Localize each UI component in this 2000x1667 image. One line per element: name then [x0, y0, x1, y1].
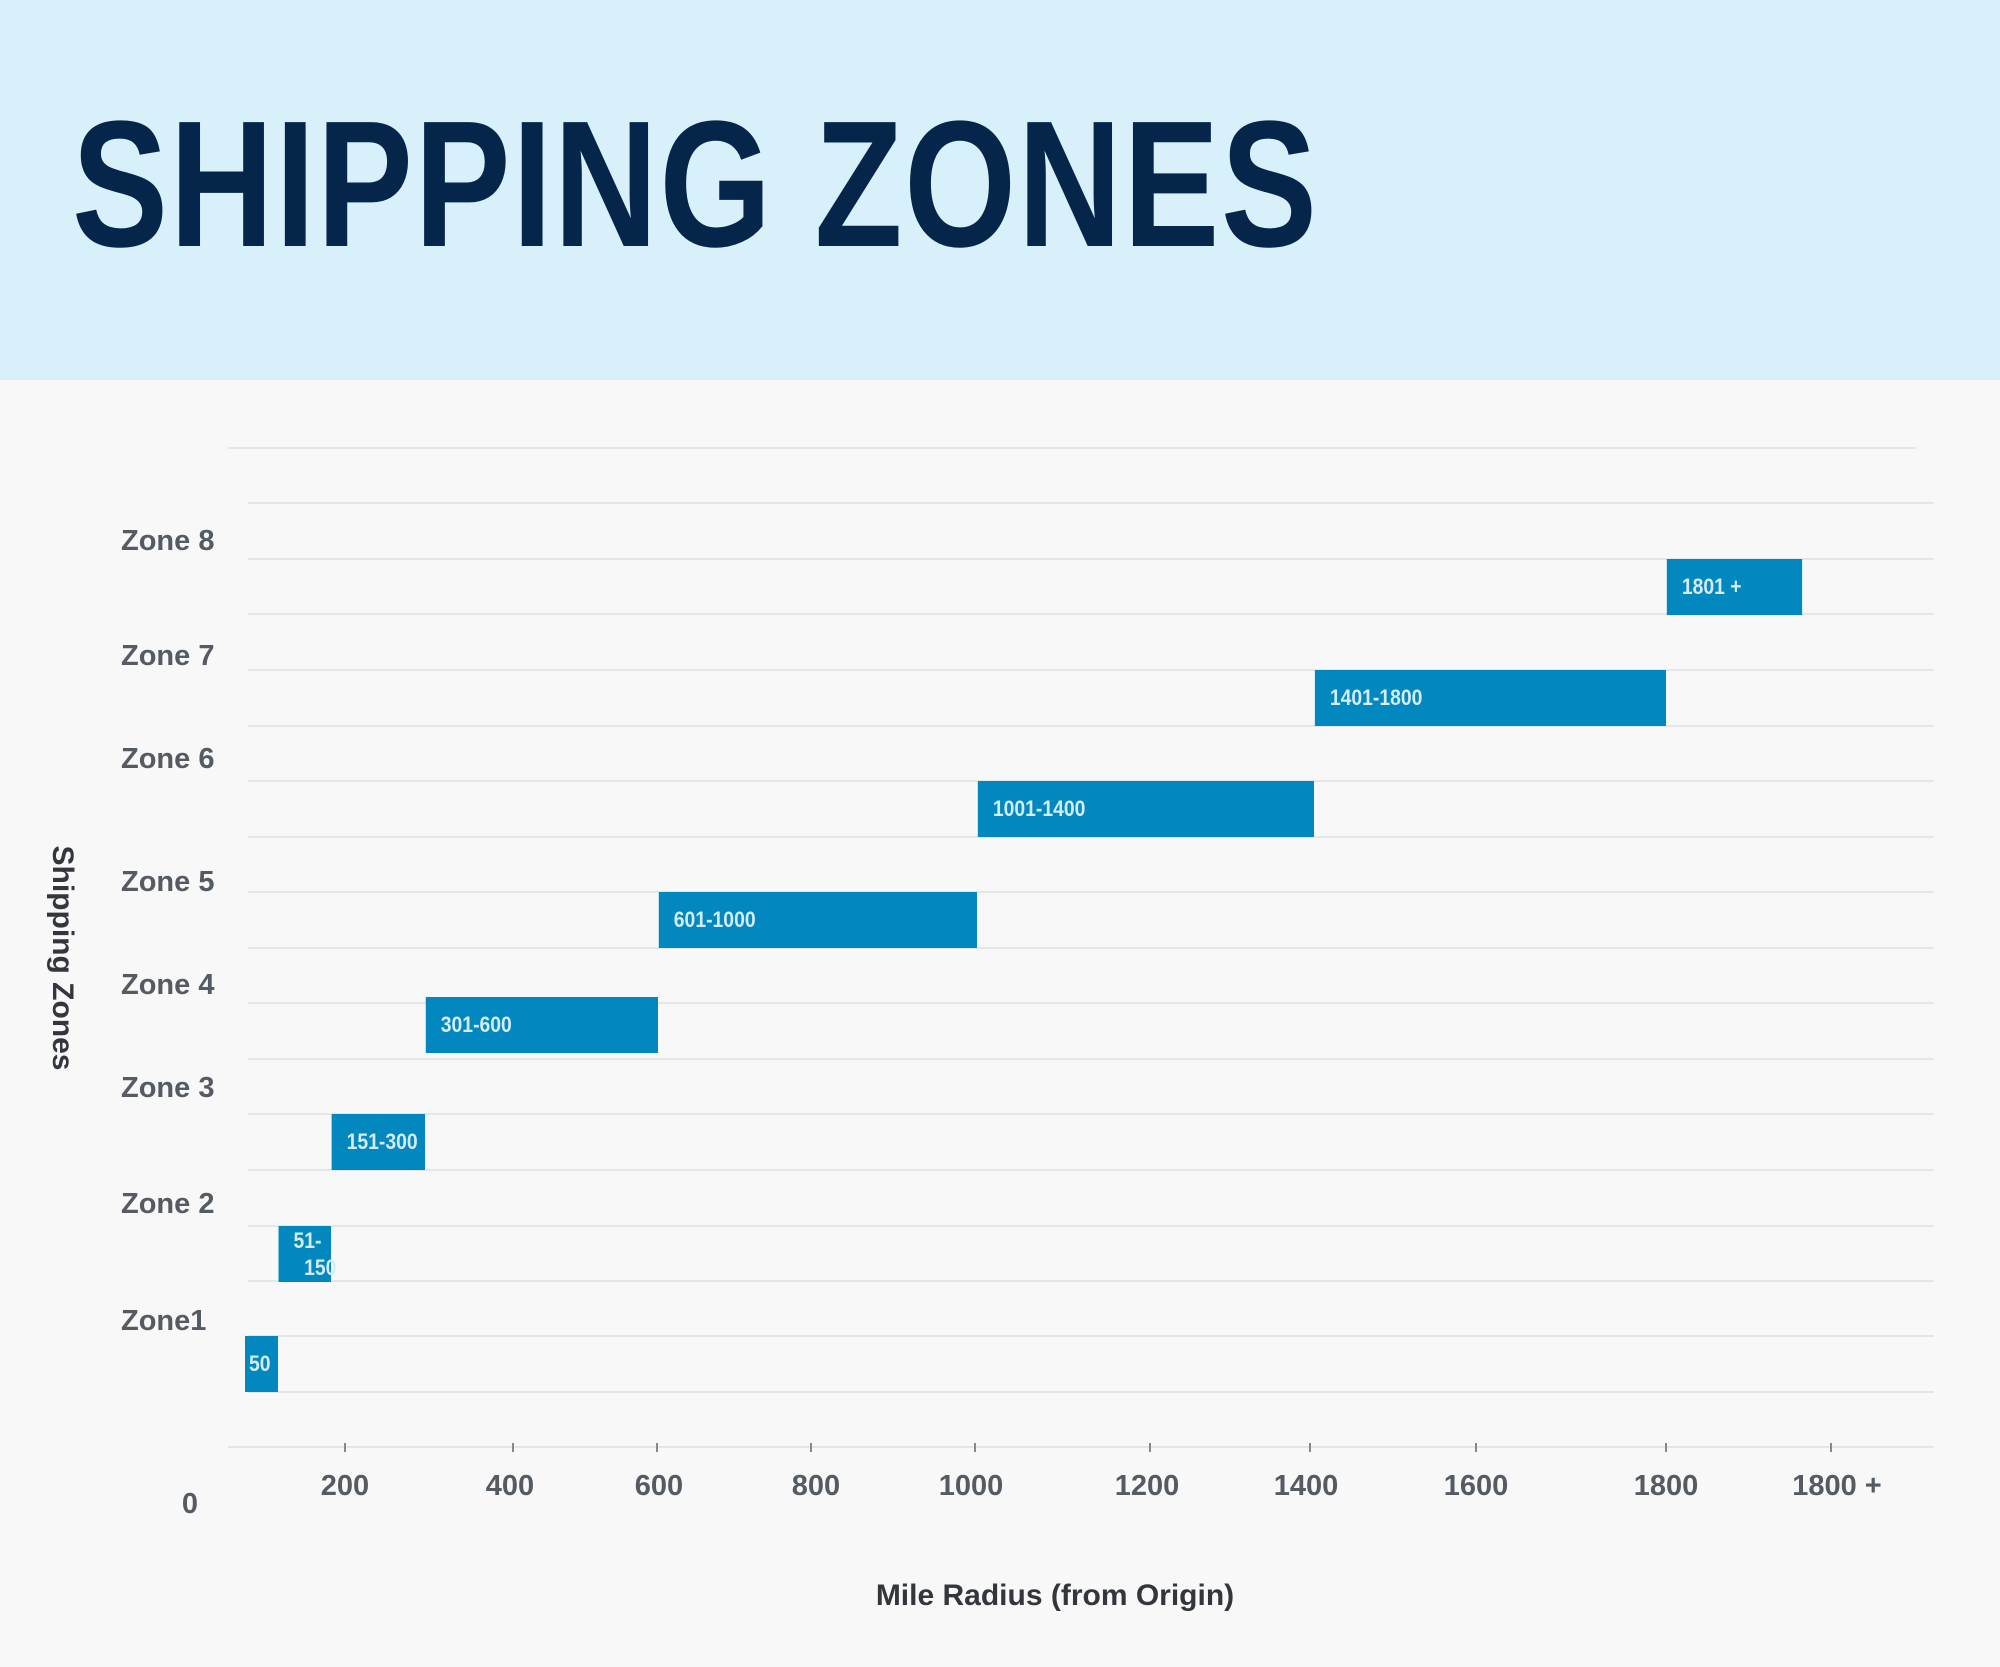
bar-data-label: 50 — [249, 1352, 271, 1376]
y-tick-label: Zone 3 — [121, 1072, 214, 1104]
zone-bars: 50 51-150 151-300 301-600 601-1000 1001-1400 1… — [245, 559, 1803, 1392]
x-axis-ticks: 200 400 600 800 1000 1200 1400 1600 1800 1800 + — [321, 1443, 1882, 1502]
x-tick-label: 1800 + — [1792, 1470, 1882, 1502]
x-tick-label: 800 — [792, 1470, 840, 1502]
page-title: SHIPPING ZONES — [72, 84, 1319, 285]
x-tick-label: 1000 — [939, 1470, 1004, 1502]
y-axis-labels: Zone1 Zone 2 Zone 3 Zone 4 Zone 5 Zone 6 Zone … — [121, 525, 214, 1337]
bar-data-label: 1401-1800 — [1330, 686, 1423, 710]
zone-bar — [425, 997, 658, 1053]
y-tick-label: Zone 6 — [121, 743, 214, 775]
bar-data-label: 151-300 — [347, 1130, 418, 1154]
zone-bar — [1314, 670, 1666, 726]
bar-data-label: 51-150 — [294, 1229, 337, 1280]
y-tick-label: Zone 5 — [121, 866, 214, 898]
bar-data-label: 301-600 — [441, 1013, 512, 1037]
x-tick-label: 1400 — [1274, 1470, 1339, 1502]
zone-bar — [278, 1226, 331, 1282]
x-origin-label: 0 — [182, 1488, 198, 1520]
zone-bar — [331, 1114, 425, 1170]
zone-bar — [245, 1336, 278, 1392]
x-tick-label: 1800 — [1634, 1470, 1699, 1502]
x-tick-label: 1600 — [1444, 1470, 1509, 1502]
y-axis-title: Shipping Zones — [46, 846, 79, 1071]
zone-bar — [1666, 559, 1803, 615]
x-tick-label: 400 — [486, 1470, 534, 1502]
zone-bar — [977, 781, 1314, 837]
bar-data-label: 1801 + — [1682, 575, 1742, 599]
x-tick-label: 600 — [635, 1470, 683, 1502]
zone-bar — [658, 892, 977, 948]
y-tick-label: Zone 2 — [121, 1188, 214, 1220]
bar-data-label: 1001-1400 — [993, 797, 1086, 821]
bar-data-label: 601-1000 — [674, 908, 756, 932]
y-tick-label: Zone 4 — [121, 969, 214, 1001]
x-tick-label: 1200 — [1115, 1470, 1180, 1502]
header-banner: SHIPPING ZONES — [0, 0, 2000, 380]
x-axis-title: Mile Radius (from Origin) — [876, 1579, 1234, 1612]
x-tick-label: 200 — [321, 1470, 369, 1502]
y-tick-label: Zone 7 — [121, 640, 214, 672]
y-tick-label: Zone1 — [121, 1305, 206, 1337]
y-tick-label: Zone 8 — [121, 525, 214, 557]
